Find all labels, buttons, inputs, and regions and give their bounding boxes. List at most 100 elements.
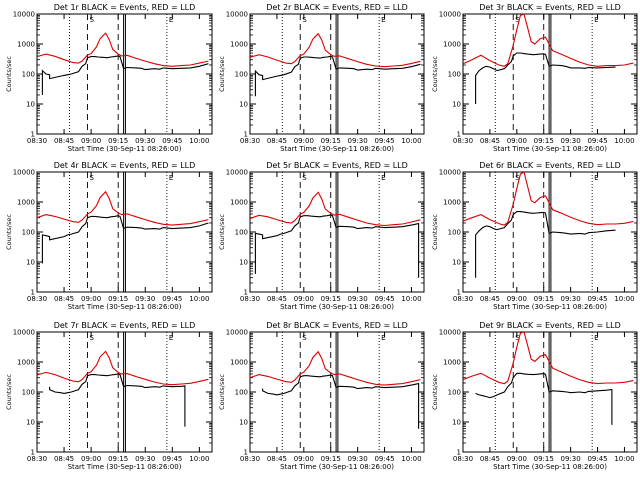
x-tick-label: 09:30 [135, 295, 155, 303]
chart-panel-2: Det 2r BLACK = Events, RED = LLD S E 1 10 100… [218, 3, 425, 153]
chart-panel-8: Det 8r BLACK = Events, RED = LLD S E 1 10 100… [218, 321, 425, 471]
y-tick-label: 100 [235, 229, 248, 237]
x-tick-label: 10:00 [401, 137, 421, 145]
marker-label: S [90, 16, 95, 24]
y-tick-label: 10 [26, 419, 35, 427]
x-tick-label: 10:00 [189, 455, 209, 463]
x-tick-label: 08:45 [480, 295, 500, 303]
marker-label: S [515, 334, 520, 342]
marker-label: E [169, 16, 173, 24]
x-tick-label: 09:00 [81, 455, 101, 463]
y-tick-label: 10 [452, 101, 461, 109]
marker-label: S [302, 174, 307, 182]
y-tick-label: 10000 [226, 329, 248, 337]
series-line-lld [250, 350, 421, 386]
y-tick-label: 10000 [439, 329, 461, 337]
marker-label: E [381, 334, 385, 342]
x-tick-label: 08:30 [240, 137, 260, 145]
x-tick-label: 08:45 [267, 455, 287, 463]
x-tick-label: 08:30 [27, 137, 47, 145]
marker-label: S [90, 334, 95, 342]
series-line-events [475, 211, 616, 278]
series-line-events [41, 55, 209, 95]
x-tick-label: 09:30 [135, 455, 155, 463]
marker-label: E [594, 174, 598, 182]
marker-label: E [169, 174, 173, 182]
series-line-lld [463, 14, 634, 67]
y-tick-label: 100 [22, 71, 35, 79]
chart-title: Det 4r BLACK = Events, RED = LLD [54, 161, 196, 170]
y-tick-label: 1000 [230, 41, 248, 49]
x-tick-label: 09:30 [348, 455, 368, 463]
x-tick-label: 08:45 [267, 295, 287, 303]
series-line-lld [37, 32, 209, 67]
y-tick-label: 1000 [230, 359, 248, 367]
x-axis-label: Start Time (30-Sep-11 08:26:00) [493, 463, 607, 471]
y-axis-label: Counts/sec [218, 56, 226, 92]
y-tick-label: 1 [244, 449, 248, 457]
x-tick-label: 09:15 [321, 455, 341, 463]
series-line-events [41, 215, 209, 264]
y-tick-label: 10 [26, 259, 35, 267]
y-tick-label: 10000 [13, 169, 35, 177]
x-tick-label: 09:00 [507, 455, 527, 463]
y-tick-label: 1000 [443, 41, 461, 49]
chart-title: Det 7r BLACK = Events, RED = LLD [54, 321, 196, 330]
chart-panel-7: Det 7r BLACK = Events, RED = LLD S E 1 10 100… [5, 321, 213, 471]
marker-label: S [302, 334, 307, 342]
marker-label: S [515, 16, 520, 24]
x-axis-label: Start Time (30-Sep-11 08:26:00) [493, 303, 607, 311]
y-tick-label: 10000 [439, 11, 461, 19]
chart-title: Det 8r BLACK = Events, RED = LLD [266, 321, 408, 330]
chart-panel-1: Det 1r BLACK = Events, RED = LLD S E 1 10 100… [5, 3, 213, 153]
y-tick-label: 1000 [17, 359, 35, 367]
y-axis-label: Counts/sec [431, 374, 439, 410]
x-tick-label: 09:45 [162, 455, 182, 463]
x-tick-label: 08:30 [27, 295, 47, 303]
x-tick-label: 09:45 [587, 455, 607, 463]
y-tick-label: 1 [31, 131, 35, 139]
series-line-lld [463, 172, 634, 226]
x-tick-label: 09:45 [374, 295, 394, 303]
x-tick-label: 10:00 [614, 295, 634, 303]
y-axis-label: Counts/sec [431, 214, 439, 250]
chart-panel-5: Det 5r BLACK = Events, RED = LLD S E 1 10 100… [218, 161, 425, 311]
x-tick-label: 09:15 [108, 295, 128, 303]
x-tick-label: 08:30 [27, 455, 47, 463]
series-line-events [254, 55, 421, 97]
x-tick-label: 09:30 [561, 295, 581, 303]
chart-panel-9: Det 9r BLACK = Events, RED = LLD S E 1 10 100… [431, 321, 638, 471]
series-line-events [49, 373, 186, 427]
x-tick-label: 09:15 [321, 137, 341, 145]
chart-title: Det 2r BLACK = Events, RED = LLD [266, 3, 408, 12]
y-axis-label: Counts/sec [218, 214, 226, 250]
y-axis-label: Counts/sec [5, 374, 13, 410]
x-tick-label: 10:00 [614, 455, 634, 463]
x-tick-label: 08:45 [267, 137, 287, 145]
x-axis-label: Start Time (30-Sep-11 08:26:00) [68, 145, 182, 153]
y-tick-label: 1000 [230, 199, 248, 207]
x-tick-label: 09:30 [561, 137, 581, 145]
y-tick-label: 100 [22, 389, 35, 397]
marker-label: E [381, 174, 385, 182]
y-tick-label: 1 [31, 289, 35, 297]
x-tick-label: 09:30 [561, 455, 581, 463]
x-axis-label: Start Time (30-Sep-11 08:26:00) [68, 303, 182, 311]
series-line-lld [250, 32, 421, 68]
chart-title: Det 3r BLACK = Events, RED = LLD [479, 3, 621, 12]
x-tick-label: 08:30 [453, 455, 473, 463]
series-line-events [254, 214, 420, 278]
y-axis-label: Counts/sec [5, 214, 13, 250]
x-tick-label: 09:30 [135, 137, 155, 145]
x-tick-label: 09:15 [108, 137, 128, 145]
y-axis-label: Counts/sec [431, 56, 439, 92]
y-tick-label: 10 [239, 419, 248, 427]
marker-label: E [169, 334, 173, 342]
y-axis-label: Counts/sec [218, 374, 226, 410]
x-axis-label: Start Time (30-Sep-11 08:26:00) [68, 463, 182, 471]
series-line-lld [37, 350, 209, 386]
y-tick-label: 100 [22, 229, 35, 237]
y-tick-label: 10000 [13, 11, 35, 19]
y-tick-label: 10 [452, 419, 461, 427]
y-tick-label: 10 [26, 101, 35, 109]
